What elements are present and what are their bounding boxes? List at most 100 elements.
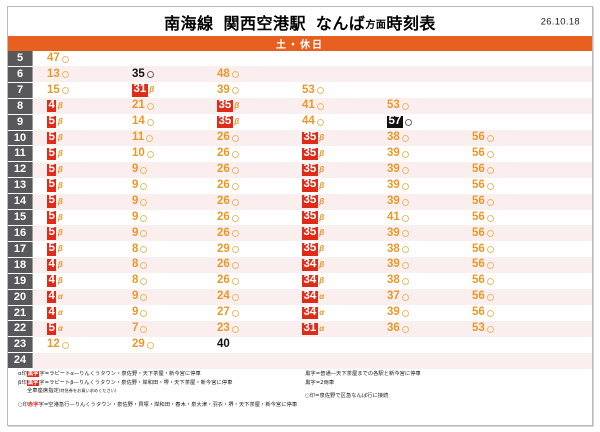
departure-entry[interactable]: 38 [387, 243, 472, 256]
departure-entry[interactable]: 13 [47, 68, 132, 81]
departure-entry[interactable]: 36 [387, 323, 472, 335]
departure-entry[interactable]: 41 [302, 100, 387, 112]
departure-entry[interactable]: 35 β [302, 163, 387, 177]
departure-entry[interactable]: 15 [47, 84, 132, 97]
departure-entry[interactable]: 9 [132, 195, 217, 208]
departure-entry[interactable]: 56 [472, 307, 557, 319]
departure-entry[interactable]: 56 [472, 195, 557, 208]
departure-entry[interactable]: 39 [387, 179, 472, 192]
departure-entry[interactable]: 26 [217, 259, 302, 271]
departure-entry[interactable]: 21 [132, 100, 217, 112]
departure-entry[interactable]: 9 [132, 179, 217, 192]
departure-entry[interactable]: 35 β [302, 147, 387, 161]
departure-entry[interactable]: 34 β [302, 273, 387, 288]
departure-entry[interactable]: 9 [132, 307, 217, 319]
departure-entry[interactable]: 26 [217, 211, 302, 224]
departure-entry[interactable]: 39 [387, 307, 472, 319]
departure-entry[interactable]: 29 [217, 243, 302, 256]
departure-entry[interactable]: 39 [387, 148, 472, 160]
departure-entry[interactable]: 31 α [302, 322, 387, 336]
departure-entry[interactable]: 39 [387, 259, 472, 271]
departure-entry[interactable]: 35 β [302, 195, 387, 208]
departure-entry[interactable]: 35 β [302, 243, 387, 256]
departure-entry[interactable]: 37 [387, 291, 472, 303]
departure-entry[interactable]: 12 [47, 338, 132, 351]
departure-entry[interactable]: 14 [132, 116, 217, 128]
departure-entry[interactable]: 56 [472, 291, 557, 303]
departure-entry[interactable]: 26 [217, 227, 302, 240]
departure-entry[interactable]: 24 [217, 291, 302, 303]
departure-entry[interactable]: 34 β [302, 258, 387, 272]
departure-entry[interactable]: 56 [472, 179, 557, 192]
departure-entry[interactable]: 11 [132, 132, 217, 144]
departure-entry[interactable]: 7 [132, 323, 217, 335]
departure-entry[interactable]: 35 β [302, 227, 387, 240]
departure-entry[interactable]: 26 [217, 148, 302, 160]
departure-entry[interactable]: 56 [472, 211, 557, 224]
departure-entry[interactable]: 56 [472, 259, 557, 271]
departure-entry[interactable]: 8 [132, 259, 217, 271]
departure-entry[interactable]: 56 [472, 243, 557, 256]
departure-entry[interactable]: 27 [217, 307, 302, 319]
departure-entry[interactable]: 44 [302, 116, 387, 128]
departure-entry[interactable]: 9 [132, 164, 217, 176]
departure-entry[interactable]: 56 [472, 132, 557, 144]
departure-entry[interactable]: 26 [217, 164, 302, 176]
departure-entry[interactable]: 39 [387, 227, 472, 240]
departure-entry[interactable]: 38 [387, 132, 472, 144]
departure-entry[interactable]: 8 [132, 275, 217, 287]
departure-entry[interactable]: 34 α [302, 290, 387, 304]
departure-entry[interactable]: 53 [387, 100, 472, 112]
departure-entry[interactable]: 35 β [302, 211, 387, 224]
departure-entry[interactable]: 23 [217, 323, 302, 335]
departure-entry[interactable]: 26 [217, 179, 302, 192]
departure-entry[interactable]: 26 [217, 195, 302, 208]
departure-entry[interactable]: 39 [387, 195, 472, 208]
departure-entry[interactable]: 56 [472, 227, 557, 240]
departure-entry[interactable]: 35 β [302, 131, 387, 145]
departure-entry[interactable]: 53 [302, 84, 387, 97]
departure-entry[interactable]: 56 [472, 164, 557, 176]
departure-entry[interactable]: 57 [387, 115, 472, 129]
departure-minute: 34 [302, 273, 318, 288]
departure-entry[interactable]: 48 [217, 68, 302, 81]
departure-entry[interactable]: 41 [387, 211, 472, 224]
departure-entry[interactable]: 35 β [302, 179, 387, 192]
departure-entry[interactable]: 34 α [302, 306, 387, 320]
departure-entry[interactable]: 40 [217, 338, 302, 351]
departure-entry[interactable]: 56 [472, 275, 557, 287]
departure-entry[interactable]: 9 [132, 227, 217, 240]
departure-entry[interactable]: 39 [387, 164, 472, 176]
departure-entry[interactable]: 35 β [217, 99, 302, 113]
departure-entry[interactable]: 47 [47, 52, 132, 65]
departure-entry[interactable]: 26 [217, 132, 302, 144]
departure-entry[interactable]: 29 [132, 338, 217, 351]
departure-entry[interactable]: 9 [132, 211, 217, 224]
departure-entry[interactable]: 10 [132, 148, 217, 160]
departure-entry[interactable]: 56 [472, 148, 557, 160]
departure-entry[interactable]: 35 [132, 68, 217, 81]
departure-entry[interactable]: 31 β [132, 83, 217, 97]
departure-entry[interactable]: 53 [472, 323, 557, 335]
departure-entry[interactable]: 26 [217, 275, 302, 287]
departure-entry[interactable]: 35 β [217, 115, 302, 129]
departure-entry[interactable]: 38 [387, 275, 472, 287]
departure-entry[interactable]: 9 [132, 291, 217, 303]
departure-entry[interactable]: 8 [132, 243, 217, 256]
departure-entry[interactable]: 39 [217, 84, 302, 97]
